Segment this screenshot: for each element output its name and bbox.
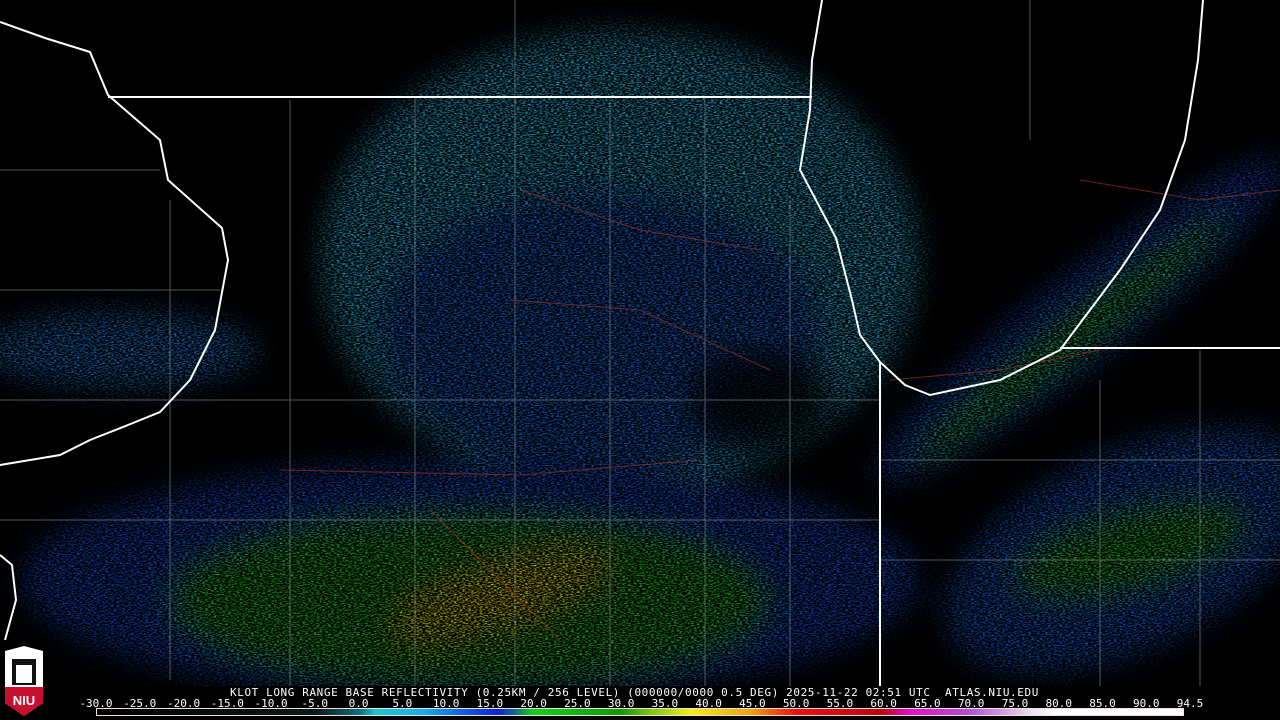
niu-logo: NIU: [5, 646, 43, 716]
colorbar-tick-label: 90.0: [1132, 697, 1160, 710]
colorbar-tick-label: 35.0: [651, 697, 679, 710]
colorbar-tick-label: 80.0: [1045, 697, 1072, 710]
lake-michigan-shoreline: [798, 0, 1204, 397]
colorbar-tick-label: 15.0: [476, 697, 504, 710]
colorbar-tick-label: 30.0: [607, 697, 635, 710]
colorbar-tick-label: 85.0: [1089, 697, 1116, 710]
colorbar-tick-label: 94.5: [1176, 697, 1204, 710]
colorbar-tick-label: 45.0: [739, 697, 766, 710]
highway-lines: [279, 179, 1280, 641]
product-title: KLOT LONG RANGE BASE REFLECTIVITY (0.25K…: [230, 686, 1039, 699]
colorbar-tick-label: -25.0: [123, 697, 157, 710]
reflectivity-colorbar: [96, 708, 1184, 716]
echo-yellow-core: [394, 550, 606, 640]
colorbar-tick-label: 65.0: [914, 697, 941, 710]
radar-reflectivity-map: [0, 0, 1280, 686]
mississippi-river-boundary: [0, 21, 230, 466]
colorbar-tick-label: 75.0: [1001, 697, 1029, 710]
colorbar-tick-label: -5.0: [301, 697, 329, 710]
echo-layer: [0, 30, 1280, 686]
colorbar-tick-label: 50.0: [782, 697, 810, 710]
colorbar-tick-label: 25.0: [564, 697, 591, 710]
svg-text:NIU: NIU: [13, 693, 35, 708]
echo-west: [0, 310, 260, 390]
river-boundary-southwest: [0, 554, 18, 641]
colorbar-labels: -30.0 -25.0 -20.0 -15.0 -10.0 -5.0 0.0 5.0 10.0 1…: [79, 697, 1203, 710]
colorbar-tick-label: 0.0: [348, 697, 369, 710]
echo-green-northeast: [911, 215, 1229, 465]
colorbar-tick-label: 5.0: [392, 697, 413, 710]
colorbar-tick-label: 60.0: [870, 697, 897, 710]
colorbar-tick-label: 40.0: [695, 697, 722, 710]
colorbar-tick-label: -15.0: [210, 697, 244, 710]
colorbar-tick-label: -10.0: [254, 697, 288, 710]
echo-green-southeast: [1013, 500, 1247, 600]
colorbar-tick-label: 10.0: [432, 697, 460, 710]
state-boundaries: [0, 0, 1280, 686]
colorbar-tick-label: -30.0: [79, 697, 113, 710]
colorbar-tick-label: 55.0: [826, 697, 854, 710]
colorbar-tick-label: -20.0: [166, 697, 201, 710]
colorbar-tick-label: 20.0: [520, 697, 547, 710]
colorbar-tick-label: 70.0: [957, 697, 985, 710]
